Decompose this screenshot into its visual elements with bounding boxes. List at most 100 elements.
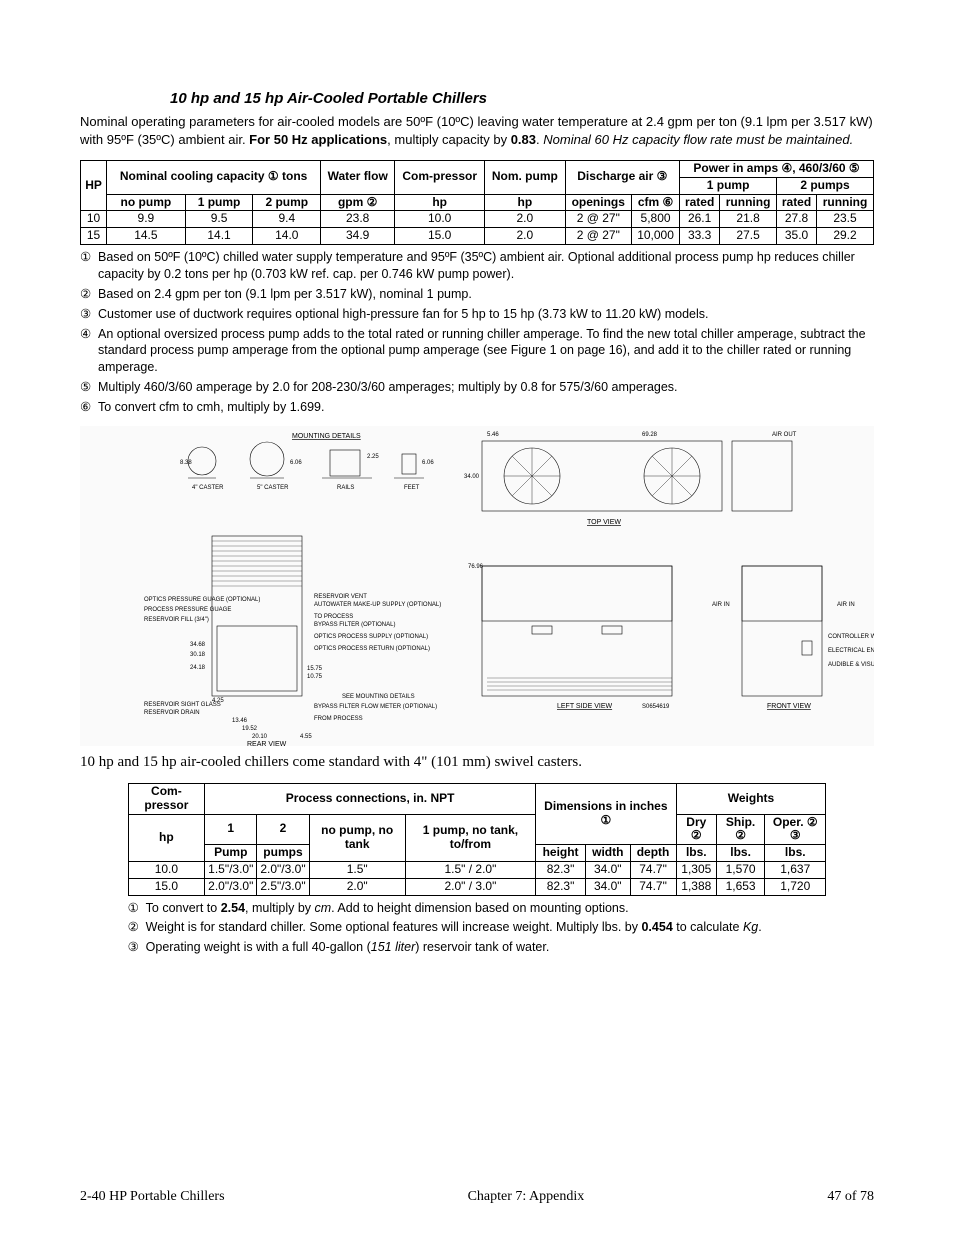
cell: 2 @ 27" [565, 211, 631, 228]
dim-3018: 30.18 [190, 652, 206, 658]
th-dims: Dimensions in inches ① [536, 783, 676, 844]
cell: 10.0 [128, 861, 205, 878]
cell: 1,653 [717, 878, 765, 895]
th-1: 1 [205, 814, 257, 845]
th-rated: rated [777, 194, 817, 211]
label-feet: FEET [404, 485, 420, 491]
standard-note: 10 hp and 15 hp air-cooled chillers come… [80, 754, 874, 771]
th-running: running [720, 194, 777, 211]
dim-838: 8.38 [180, 460, 192, 466]
cell: 2.0"/3.0" [205, 878, 257, 895]
label-airout: AIR OUT [772, 432, 797, 438]
cell: 34.0" [586, 861, 630, 878]
th-ship: Ship. ② [717, 814, 765, 845]
note-marker: ③ [80, 306, 98, 323]
technical-diagram: MOUNTING DETAILS 4" CASTER 5" CASTER RAI… [80, 426, 874, 746]
note-marker: ② [80, 286, 98, 303]
th-2pumps: 2 pumps [777, 177, 874, 194]
label-bypass-filter: BYPASS FILTER (OPTIONAL) [314, 622, 395, 628]
dim-425: 4.25 [212, 698, 224, 704]
label-caster5: 5" CASTER [257, 485, 289, 491]
label-topview: TOP VIEW [587, 519, 621, 526]
dim-225: 2.25 [367, 454, 379, 460]
th-dry: Dry ② [676, 814, 716, 845]
label-res-vent: RESERVOIR VENT [314, 594, 367, 600]
label-electrical: ELECTRICAL ENCLOSURE [828, 648, 874, 654]
note-marker: ③ [128, 939, 146, 956]
cell: 1.5" [309, 861, 405, 878]
cell: 82.3" [536, 878, 586, 895]
cell: 35.0 [777, 228, 817, 245]
note-text: Based on 2.4 gpm per ton (9.1 lpm per 3.… [98, 286, 874, 303]
note-row: ③Operating weight is with a full 40-gall… [128, 939, 827, 956]
note-marker: ⑥ [80, 399, 98, 416]
label-see-mount: SEE MOUNTING DETAILS [342, 694, 415, 700]
label-rails: RAILS [337, 485, 354, 491]
cell: 23.8 [321, 211, 395, 228]
cell: 15.0 [395, 228, 485, 245]
dim-3468: 34.68 [190, 642, 206, 648]
dim-546: 5.46 [487, 432, 499, 438]
cell: 10 [81, 211, 107, 228]
label-partno: S0654619 [642, 704, 670, 710]
th-weights: Weights [676, 783, 826, 814]
cell: 27.8 [777, 211, 817, 228]
note-row: ④An optional oversized process pump adds… [80, 326, 874, 377]
dim-606: 6.06 [290, 460, 302, 466]
specs-table-2: Com-pressor Process connections, in. NPT… [128, 783, 827, 896]
cell: 23.5 [817, 211, 874, 228]
cell: 1.5"/3.0" [205, 861, 257, 878]
intro-bold-2: 0.83 [511, 132, 536, 147]
dim-6928: 69.28 [642, 432, 658, 438]
dim-455: 4.55 [300, 734, 312, 740]
page: 10 hp and 15 hp Air-Cooled Portable Chil… [0, 0, 954, 1235]
label-from-process: FROM PROCESS [314, 716, 363, 722]
th-2pump: 2 pump [253, 194, 321, 211]
cell: 2.0 [485, 211, 565, 228]
label-bypass-flow: BYPASS FILTER FLOW METER (OPTIONAL) [314, 704, 437, 710]
note-row: ③Customer use of ductwork requires optio… [80, 306, 874, 323]
th-pump: Pump [205, 845, 257, 862]
cell: 9.5 [185, 211, 253, 228]
th-hp: hp [395, 194, 485, 211]
notes-1: ①Based on 50ºF (10ºC) chilled water supp… [80, 249, 874, 416]
footer-right: 47 of 78 [827, 1189, 874, 1205]
cell: 14.5 [107, 228, 186, 245]
table-row: 15.02.0"/3.0"2.5"/3.0"2.0"2.0" / 3.0"82.… [128, 878, 826, 895]
footer-center: Chapter 7: Appendix [468, 1189, 585, 1205]
cell: 10,000 [632, 228, 680, 245]
label-rear-view: REAR VIEW [247, 741, 287, 746]
label-controller: CONTROLLER WITH GRAPHIC PANEL [828, 634, 874, 640]
note-text: To convert cfm to cmh, multiply by 1.699… [98, 399, 874, 416]
note-marker: ⑤ [80, 379, 98, 396]
note-text: An optional oversized process pump adds … [98, 326, 874, 377]
label-res-drain: RESERVOIR DRAIN [144, 710, 200, 716]
dim-606: 6.06 [422, 460, 434, 466]
cell: 5,800 [632, 211, 680, 228]
notes-2: ①To convert to 2.54, multiply by cm. Add… [128, 900, 827, 957]
cell: 2.0"/3.0" [257, 861, 309, 878]
label-sight-glass: RESERVOIR SIGHT GLASS [144, 702, 221, 708]
cell: 2 @ 27" [565, 228, 631, 245]
label-optics-guage: OPTICS PRESSURE GUAGE (OPTIONAL) [144, 597, 260, 603]
th-comp: Com-pressor [395, 161, 485, 195]
th-1pump: 1 pump [680, 177, 777, 194]
cell: 1,570 [717, 861, 765, 878]
note-row: ⑤Multiply 460/3/60 amperage by 2.0 for 2… [80, 379, 874, 396]
intro-paragraph: Nominal operating parameters for air-coo… [80, 113, 874, 148]
note-text: Operating weight is with a full 40-gallo… [146, 939, 827, 956]
th-water: Water flow [321, 161, 395, 195]
dim-7696: 76.96 [468, 564, 484, 570]
th-width: width [586, 845, 630, 862]
th-openings: openings [565, 194, 631, 211]
cell: 15 [81, 228, 107, 245]
label-res-fill: RESERVOIR FILL (3/4") [144, 617, 209, 623]
dim-2010: 20.10 [252, 734, 268, 740]
intro-bold-1: For 50 Hz applications [249, 132, 387, 147]
cell: 1,388 [676, 878, 716, 895]
page-title: 10 hp and 15 hp Air-Cooled Portable Chil… [80, 90, 874, 107]
label-caster4: 4" CASTER [192, 485, 224, 491]
intro-text: , multiply capacity by [387, 132, 511, 147]
note-marker: ④ [80, 326, 98, 377]
note-text: Customer use of ductwork requires option… [98, 306, 874, 323]
